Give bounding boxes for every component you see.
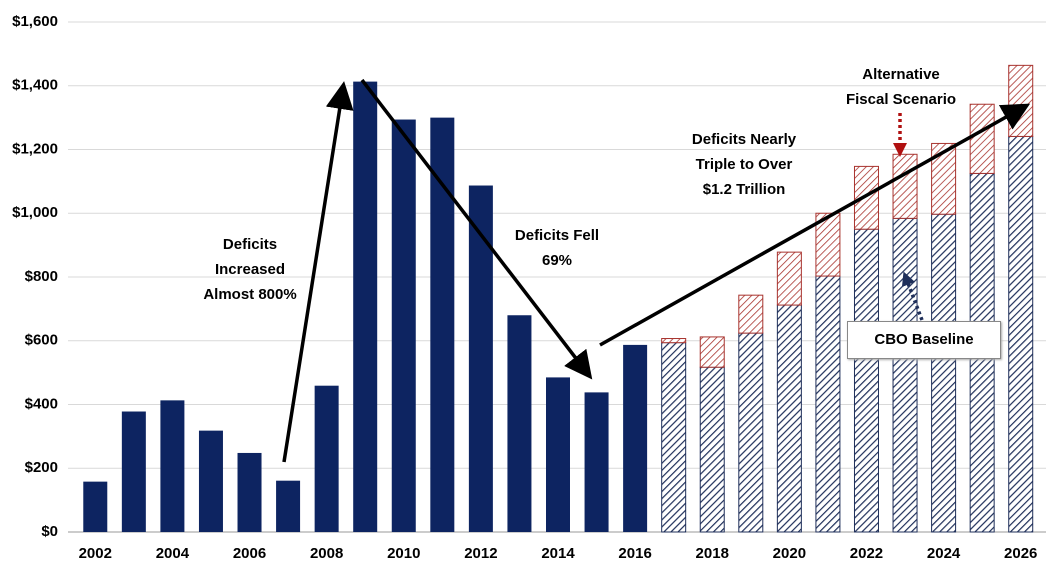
- series-label: CBO Baseline: [847, 321, 1001, 359]
- bar: [699, 336, 725, 368]
- x-tick-label: 2026: [1004, 545, 1037, 562]
- bar: [853, 165, 879, 230]
- x-tick-label: 2024: [927, 545, 961, 562]
- bar: [1008, 64, 1034, 137]
- bar: [198, 430, 223, 532]
- bar: [121, 411, 146, 532]
- bar: [276, 480, 301, 532]
- y-tick-label: $400: [25, 395, 58, 412]
- annotation: Triple to Over: [695, 156, 793, 173]
- grid: [68, 21, 1046, 533]
- bar: [546, 377, 570, 532]
- y-tick-label: $0: [41, 523, 58, 540]
- bar: [892, 217, 918, 533]
- arrows: [282, 78, 1031, 463]
- bar: [314, 385, 339, 532]
- bar: [738, 332, 764, 533]
- y-tick-label: $1,000: [12, 204, 58, 221]
- annotation: Increased: [214, 261, 286, 278]
- bar: [160, 400, 185, 532]
- x-tick-label: 2012: [464, 545, 497, 562]
- bar: [1008, 135, 1034, 533]
- bar: [738, 294, 764, 334]
- bar: [661, 338, 687, 344]
- bar: [430, 117, 455, 532]
- bar: [661, 342, 687, 533]
- arrow: [282, 81, 354, 463]
- bar: [815, 275, 841, 533]
- x-tick-label: 2010: [387, 545, 420, 562]
- bar: [237, 452, 262, 532]
- annotation: Deficits Fell: [514, 227, 600, 244]
- x-tick-label: 2014: [541, 545, 575, 562]
- x-tick-label: 2004: [156, 545, 190, 562]
- bar: [776, 304, 802, 533]
- x-tick-label: 2006: [233, 545, 266, 562]
- y-tick-label: $800: [25, 268, 58, 285]
- x-tick-label: 2008: [310, 545, 343, 562]
- bar: [507, 315, 532, 532]
- y-tick-label: $200: [25, 459, 58, 476]
- x-tick-label: 2022: [850, 545, 883, 562]
- pointer: [901, 271, 924, 321]
- annotation: Almost 800%: [203, 286, 297, 303]
- bar: [776, 251, 802, 306]
- y-tick-label: $1,600: [12, 13, 58, 30]
- bar: [892, 153, 918, 219]
- bar: [623, 344, 648, 532]
- y-tick-label: $1,400: [12, 77, 58, 94]
- annotation: Deficits Nearly: [691, 131, 797, 148]
- bar: [815, 212, 841, 277]
- arrow: [360, 78, 593, 380]
- bar: [353, 81, 378, 532]
- annotation: $1.2 Trillion: [702, 181, 786, 198]
- bar: [853, 228, 879, 533]
- x-tick-label: 2016: [618, 545, 651, 562]
- bar: [969, 103, 995, 174]
- y-tick-label: $1,200: [12, 140, 58, 157]
- bar: [699, 366, 725, 533]
- y-tick-label: $600: [25, 332, 58, 349]
- x-tick-label: 2018: [696, 545, 729, 562]
- annotation: Deficits: [222, 236, 278, 253]
- annotation: 69%: [541, 252, 573, 269]
- arrow: [599, 103, 1031, 347]
- x-tick-label: 2020: [773, 545, 806, 562]
- bar: [391, 119, 416, 532]
- series-label: Alternative Fiscal Scenario: [845, 66, 957, 108]
- bar: [584, 392, 609, 532]
- bar: [931, 213, 957, 533]
- bar: [83, 481, 108, 532]
- x-tick-label: 2002: [79, 545, 112, 562]
